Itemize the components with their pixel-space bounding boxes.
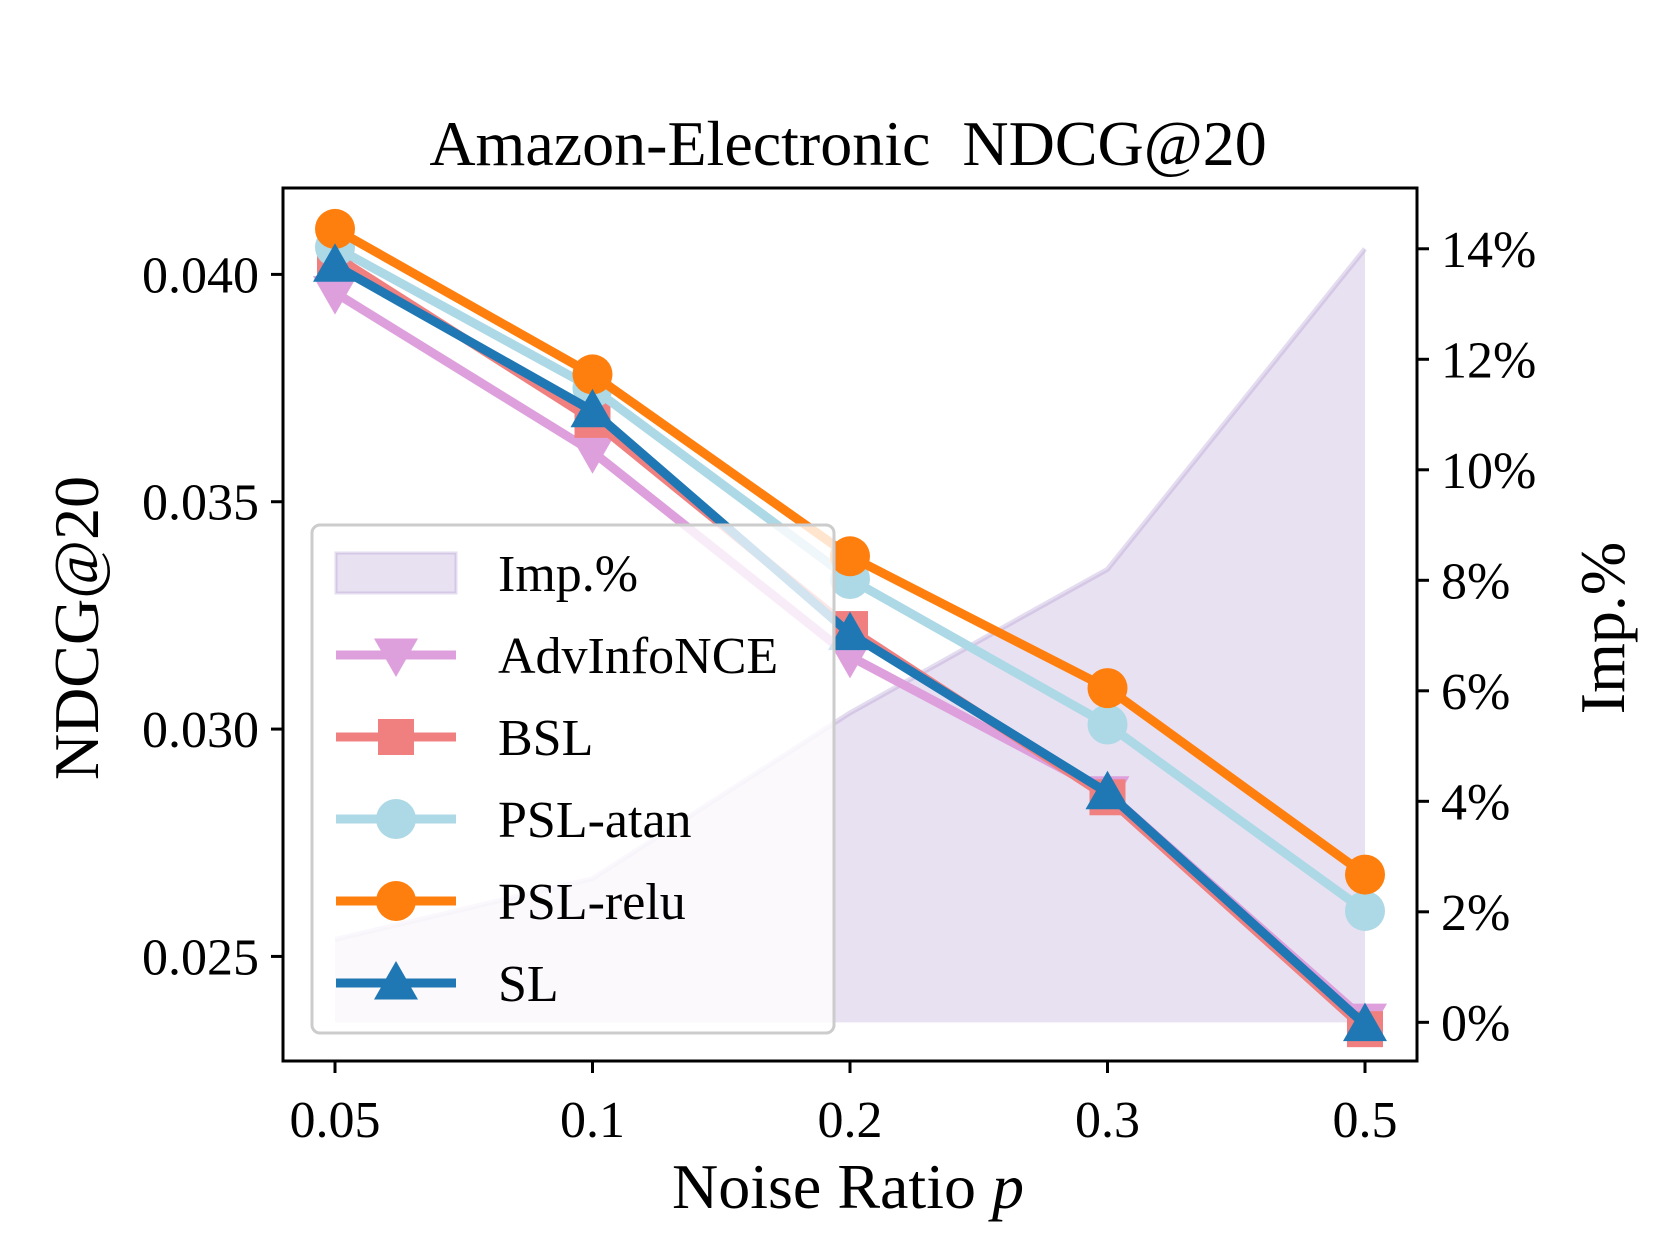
data-point-psl-atan [1345, 890, 1385, 931]
plot-area: 0.05 0.1 0.2 0.3 0.5 0.025 0.030 0.035 0.040 0% 2%… [142, 186, 1536, 1149]
legend-marker-advinfonce [374, 638, 418, 677]
y2-axis-label: Imp.% [1567, 542, 1638, 714]
y-tick-label: 0.035 [142, 475, 259, 532]
x-tick-label: 0.5 [1333, 1092, 1398, 1149]
legend-label-advinfonce: AdvInfoNCE [498, 628, 778, 685]
y2-tick-label: 0% [1441, 995, 1510, 1052]
y2-tick-label: 4% [1441, 774, 1510, 831]
data-point-sl [313, 243, 357, 282]
chart-title: Amazon-Electronic NDCG@20 [429, 108, 1266, 179]
legend-label-psl-atan: PSL-atan [498, 792, 692, 849]
data-point-advinfonce [570, 435, 615, 474]
y-axis-label: NDCG@20 [41, 476, 112, 780]
legend: Imp.% AdvInfoNCE BSL PSL-atan PSL-relu SL [310, 523, 836, 1035]
y-tick-label: 0.030 [142, 702, 259, 759]
x-axis-label: Noise Ratio p [672, 1151, 1024, 1222]
legend-label-sl: SL [498, 956, 559, 1013]
legend-marker-psl-atan [376, 799, 416, 839]
legend-swatch-imp [334, 551, 458, 595]
y2-tick-label: 6% [1441, 664, 1510, 721]
x-tick-label: 0.3 [1075, 1092, 1140, 1149]
data-point-psl-relu [315, 208, 355, 249]
x-tick-label: 0.05 [290, 1092, 381, 1149]
x-tick-label: 0.2 [818, 1092, 883, 1149]
data-point-sl [570, 388, 615, 428]
x-tick-label: 0.1 [560, 1092, 625, 1149]
y2-tick-label: 10% [1441, 443, 1536, 500]
legend-marker-sl [374, 961, 418, 1000]
data-point-psl-relu [830, 536, 870, 577]
data-point-advinfonce [313, 276, 357, 315]
x-axis-label-text: Noise Ratio [672, 1151, 992, 1222]
y2-tick-label: 12% [1441, 332, 1536, 389]
data-point-sl [828, 611, 872, 651]
y2-tick-label: 2% [1441, 885, 1510, 942]
data-point-psl-relu [1087, 668, 1128, 709]
data-point-psl-relu [1345, 854, 1385, 895]
data-point-psl-atan [1087, 704, 1128, 745]
y-tick-label: 0.040 [142, 247, 259, 304]
legend-label-bsl: BSL [498, 710, 593, 767]
x-axis-label-variable: p [988, 1151, 1024, 1222]
legend-label-psl-relu: PSL-relu [498, 874, 686, 931]
data-point-sl [1085, 770, 1130, 810]
legend-marker-psl-relu [376, 881, 416, 921]
y-tick-label: 0.025 [142, 929, 259, 986]
y2-tick-label: 14% [1441, 222, 1536, 279]
data-point-sl [1343, 1002, 1387, 1042]
legend-marker-bsl [378, 719, 414, 755]
y2-tick-label: 8% [1441, 553, 1510, 610]
data-point-psl-relu [572, 354, 613, 395]
imp-area [335, 248, 1365, 1023]
legend-label-imp-: Imp.% [498, 546, 638, 603]
